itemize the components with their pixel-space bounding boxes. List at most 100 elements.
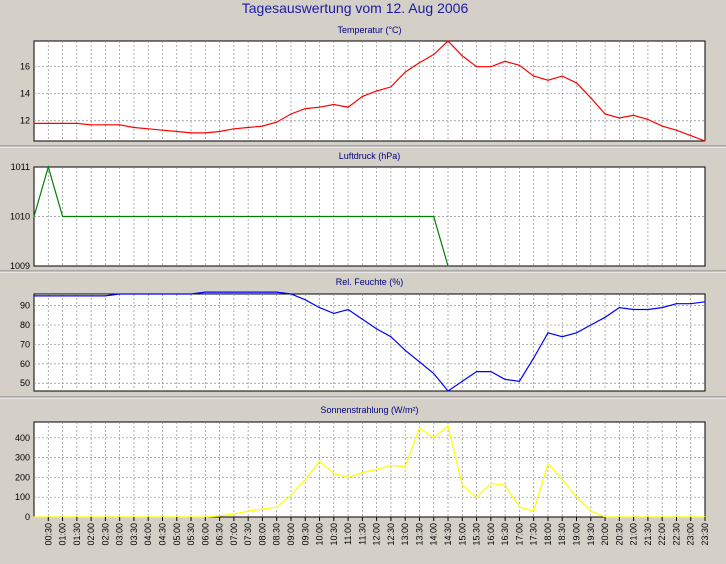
- x-tick-label: 02:00: [86, 523, 96, 546]
- data-point: [475, 496, 478, 498]
- data-point: [247, 126, 249, 129]
- x-tick-label: 19:30: [586, 523, 596, 546]
- data-point: [233, 215, 235, 218]
- data-point: [461, 55, 463, 57]
- data-point: [190, 132, 192, 134]
- data-point: [276, 506, 278, 508]
- x-tick-label: 08:00: [257, 523, 267, 546]
- x-tick-label: 21:30: [643, 523, 653, 546]
- data-point: [518, 64, 521, 66]
- data-point: [76, 295, 78, 297]
- time-axis: 00:30 01:00 01:30 02:00 02:30 03:00 03:30 04:00…: [43, 517, 710, 546]
- data-point: [347, 215, 349, 218]
- panel-3: Rel. Feuchte (%) 50 60 70 80 90: [0, 277, 726, 399]
- data-point: [633, 308, 635, 311]
- data-point: [47, 166, 49, 168]
- data-point: [304, 299, 306, 301]
- x-tick-label: 10:00: [315, 523, 325, 546]
- x-tick-label: 13:00: [400, 523, 410, 546]
- data-point: [704, 301, 706, 303]
- x-tick-label: 07:00: [229, 523, 239, 546]
- data-point: [561, 75, 563, 77]
- data-point: [33, 295, 35, 297]
- data-point: [418, 215, 421, 218]
- x-tick-label: 06:00: [200, 523, 210, 546]
- data-point: [647, 308, 649, 311]
- data-point: [218, 130, 221, 133]
- data-point: [461, 484, 463, 486]
- data-point: [361, 215, 363, 218]
- x-tick-label: 05:30: [186, 523, 196, 546]
- data-point: [218, 291, 221, 293]
- data-point: [376, 90, 378, 92]
- chart-title: Tagesauswertung vom 12. Aug 2006: [242, 0, 469, 16]
- y-tick-label: 1011: [11, 162, 30, 172]
- data-point: [133, 293, 135, 295]
- x-tick-label: 05:00: [172, 523, 182, 546]
- data-point: [404, 71, 406, 73]
- y-tick-label: 90: [20, 301, 30, 311]
- data-point: [119, 124, 121, 126]
- data-point: [504, 484, 506, 486]
- data-point: [33, 122, 35, 125]
- series-line: [34, 291, 706, 392]
- data-point: [533, 75, 535, 77]
- data-point: [90, 295, 92, 297]
- x-tick-label: 04:30: [157, 523, 167, 546]
- data-point: [247, 215, 249, 218]
- x-tick-label: 03:30: [129, 523, 139, 546]
- data-point: [290, 293, 292, 295]
- plot-area: [33, 293, 706, 392]
- data-point: [575, 82, 578, 84]
- data-point: [433, 437, 435, 439]
- data-point: [76, 215, 78, 218]
- data-point: [504, 378, 506, 380]
- x-tick-label: 23:00: [686, 523, 696, 546]
- x-tick-label: 17:30: [529, 523, 539, 546]
- data-point: [447, 390, 449, 392]
- x-tick-label: 14:00: [429, 523, 439, 546]
- data-point: [447, 265, 449, 267]
- data-point: [204, 215, 206, 218]
- data-point: [690, 303, 692, 305]
- data-point: [61, 122, 64, 125]
- x-tick-label: 13:30: [414, 523, 424, 546]
- data-point: [161, 293, 164, 295]
- data-point: [547, 79, 549, 81]
- data-point: [347, 308, 349, 311]
- data-point: [261, 125, 264, 127]
- data-point: [433, 215, 435, 218]
- x-tick-label: 15:30: [472, 523, 482, 546]
- data-point: [490, 371, 492, 373]
- data-point: [433, 53, 435, 56]
- data-point: [347, 476, 349, 479]
- x-tick-label: 09:00: [286, 523, 296, 546]
- series-line: [34, 424, 705, 518]
- data-point: [261, 508, 264, 510]
- x-tick-label: 03:00: [115, 523, 125, 546]
- data-point: [133, 126, 135, 129]
- data-point: [490, 66, 492, 68]
- data-point: [675, 129, 678, 131]
- x-tick-label: 02:30: [100, 523, 110, 546]
- data-point: [661, 125, 663, 127]
- data-point: [490, 482, 492, 484]
- data-point: [390, 86, 392, 88]
- panel-title: Rel. Feuchte (%): [336, 277, 404, 287]
- y-tick-label: 16: [20, 62, 30, 72]
- data-point: [590, 97, 592, 99]
- data-point: [547, 332, 549, 334]
- data-point: [318, 460, 321, 463]
- data-point: [618, 117, 620, 119]
- data-point: [176, 293, 178, 295]
- data-point: [76, 122, 78, 125]
- x-tick-label: 09:30: [300, 523, 310, 546]
- x-tick-label: 11:30: [357, 523, 367, 545]
- data-point: [690, 134, 692, 137]
- y-tick-label: 70: [20, 339, 30, 349]
- x-tick-label: 19:00: [572, 523, 582, 546]
- y-tick-label: 12: [20, 116, 30, 126]
- data-point: [147, 128, 149, 130]
